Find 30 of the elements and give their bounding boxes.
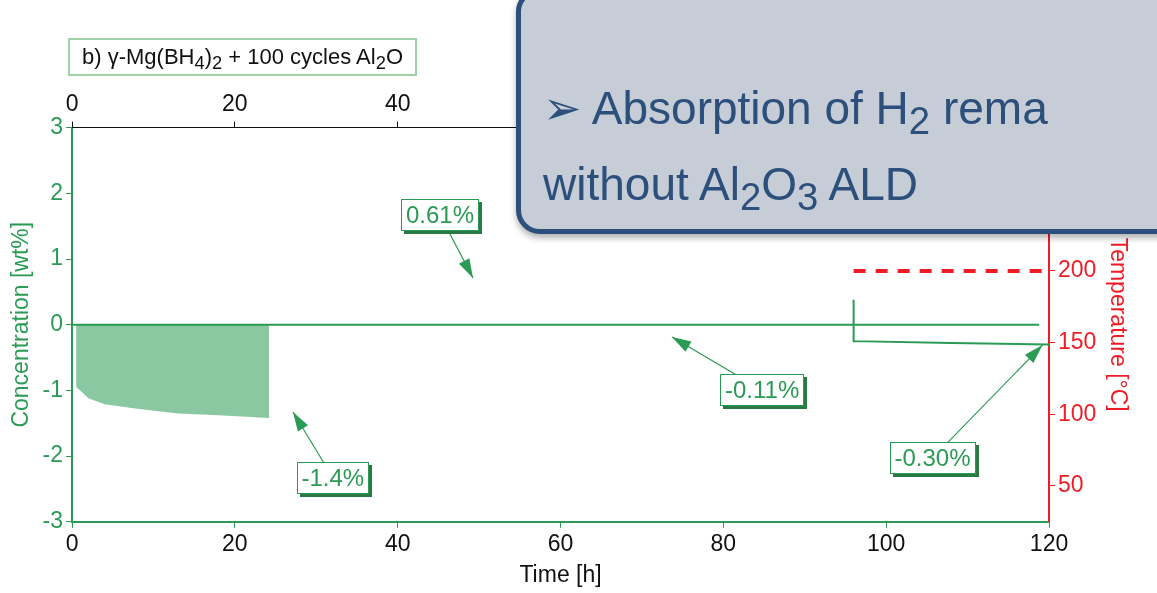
- x-tick-label: 120: [1029, 529, 1069, 556]
- annotation: -1.4%: [296, 462, 370, 494]
- y-tick-label: -3: [42, 507, 64, 534]
- y-tick-label: 3: [50, 112, 64, 139]
- x-axis-title: Time [h]: [519, 560, 602, 587]
- y2-tick-label: 200: [1058, 256, 1097, 283]
- x-tick-label: 40: [384, 529, 411, 556]
- annotation: 0.61%: [401, 199, 480, 231]
- annotation: ➢ Absorption of H$_{2}$ rema: [543, 81, 1048, 144]
- x-tick-label: 60: [547, 529, 574, 556]
- y2-tick-label: 50: [1058, 471, 1084, 498]
- x-tick-label: 100: [867, 529, 906, 556]
- annotation: -0.11%: [720, 374, 805, 406]
- annotation: without Al$_{2}$O$_{3}$ ALD: [543, 157, 919, 220]
- y-tick-label: -2: [42, 441, 64, 468]
- y2-tick-label: 150: [1058, 327, 1097, 354]
- y-tick-label: 2: [50, 178, 64, 205]
- y-tick-label: 0: [50, 310, 64, 337]
- y2-axis-title: Temperature [°C]: [1105, 237, 1132, 412]
- annotation: -0.30%: [889, 442, 976, 475]
- x-tick-label: 80: [710, 529, 737, 556]
- y2-tick-label: 100: [1058, 399, 1097, 426]
- text-panel: ➢ Absorption of H$_{2}$ rema without Al$_{2}$O$_{3}$ ALD: [516, 0, 1157, 234]
- chart-title: b) γ-Mg(BH$_{4}$)$_{2}$ + 100 cycles Al$_{2}$O: [68, 38, 417, 76]
- x-tick-label: 20: [222, 529, 248, 556]
- y-tick-label: 1: [50, 244, 64, 271]
- y-axis-title: Concentration [wt%]: [7, 221, 34, 428]
- x2-tick-label: 20: [222, 90, 248, 117]
- x2-tick-label: 40: [384, 90, 411, 117]
- y-tick-label: -1: [42, 375, 64, 402]
